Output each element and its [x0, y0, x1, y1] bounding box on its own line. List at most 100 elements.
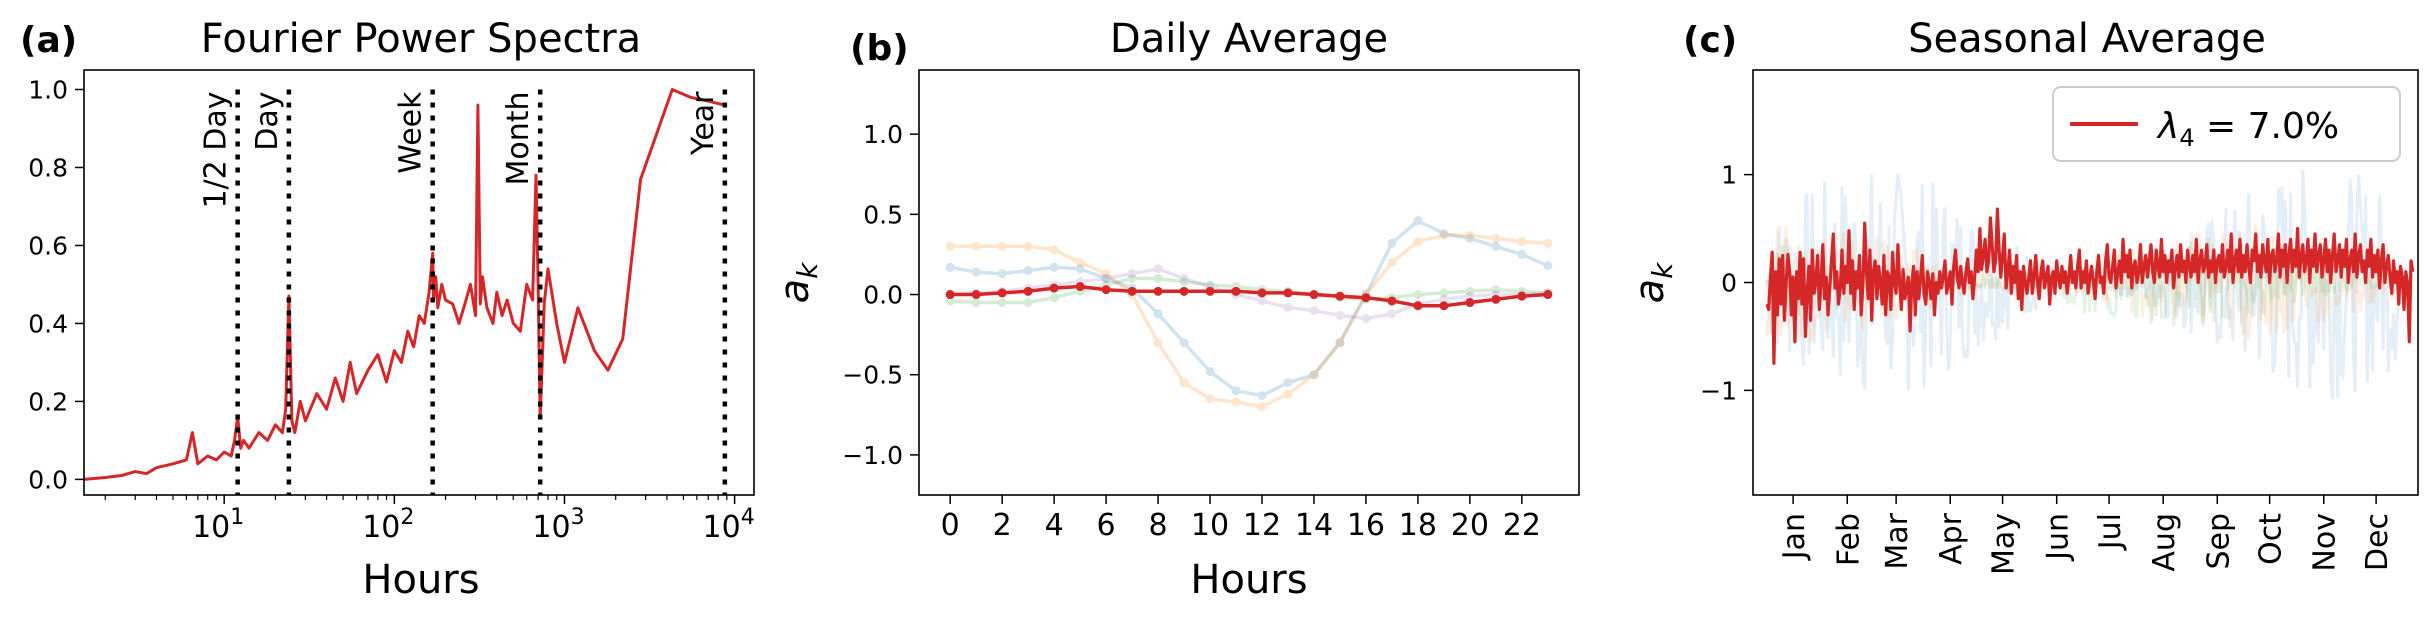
series-point: [1075, 264, 1085, 274]
series-point: [945, 296, 955, 306]
series-point: [1465, 230, 1475, 240]
series-point: [1179, 273, 1189, 283]
series-point: [1309, 370, 1319, 380]
series-point: [1153, 286, 1163, 296]
series-point: [1075, 282, 1085, 292]
series-point: [1413, 301, 1423, 311]
series-point: [1205, 286, 1215, 296]
series-point: [1049, 245, 1059, 255]
series-point: [1491, 233, 1501, 243]
x-tick-label: Aug: [2147, 513, 2182, 572]
series-point: [1283, 389, 1293, 399]
series-point: [1439, 288, 1449, 298]
panel-b-xlabel: Hours: [1190, 557, 1307, 603]
x-tick-label: 22: [1503, 508, 1541, 543]
panel-a-label: (a): [20, 20, 77, 61]
series-point: [1179, 277, 1189, 287]
x-tick-label: 2: [993, 508, 1012, 543]
x-tick-label: Jul: [2093, 513, 2128, 551]
series-point: [1153, 273, 1163, 283]
panel-a: (a) Fourier Power Spectra 101 102 103 104 0.…: [20, 16, 755, 603]
x-tick-label: Dec: [2360, 513, 2395, 571]
y-tick-label: −0.5: [842, 361, 903, 390]
series-point: [1387, 296, 1397, 306]
series-point: [1153, 309, 1163, 319]
vline-label: Day: [250, 91, 285, 150]
series-point: [1335, 310, 1345, 320]
series-point: [1361, 314, 1371, 324]
y-tick-label: 0.0: [28, 465, 68, 494]
x-tick-label: Mar: [1880, 512, 1915, 569]
x-tick-label: 14: [1295, 508, 1333, 543]
series-point: [1543, 290, 1553, 300]
x-tick-label: 8: [1149, 508, 1168, 543]
vline-label: 1/2 Day: [199, 91, 234, 208]
x-tick-label: Nov: [2308, 513, 2343, 572]
series-point: [1335, 338, 1345, 348]
legend-box: [2052, 86, 2401, 162]
series-point: [1465, 298, 1475, 308]
x-tick-label: 0: [941, 508, 960, 543]
series-point: [1153, 338, 1163, 348]
series-point: [945, 290, 955, 300]
y-tick-label: 1: [1721, 161, 1737, 190]
series-point: [1283, 302, 1293, 312]
panel-b-title: Daily Average: [1110, 16, 1388, 62]
series-line: [950, 267, 1548, 321]
series-point: [1283, 378, 1293, 388]
series-point: [1179, 338, 1189, 348]
series-point: [971, 267, 981, 277]
series-point: [1387, 257, 1397, 267]
y-tick-label: 0: [1721, 269, 1737, 298]
vline-label: Month: [501, 91, 536, 185]
x-tick-label: 18: [1399, 508, 1437, 543]
series-point: [1023, 298, 1033, 308]
series-point: [1439, 301, 1449, 311]
series-point: [1049, 283, 1059, 293]
panel-a-frame: [83, 69, 755, 496]
x-tick-label: Jan: [1777, 513, 1812, 561]
y-tick-label: 1.0: [863, 120, 903, 149]
series-point: [1179, 286, 1189, 296]
legend-label: λ4 = 7.0%: [2156, 106, 2339, 152]
series-point: [997, 288, 1007, 298]
series-point: [945, 241, 955, 251]
panel-c-title: Seasonal Average: [1908, 16, 2266, 62]
panel-c-marks: Jan Feb Mar Apr May Jun Jul Aug Sep Oct Nov Dec −1 0 1: [1700, 161, 2415, 575]
x-tick-label: 20: [1451, 508, 1489, 543]
y-tick-label: −1.0: [842, 441, 903, 470]
y-tick-label: −1: [1700, 376, 1737, 405]
series-point: [1127, 273, 1137, 283]
series-point: [1257, 391, 1267, 401]
series-point: [1465, 286, 1475, 296]
series-point: [971, 241, 981, 251]
panel-c-legend: λ4 = 7.0%: [2052, 86, 2401, 162]
series-point: [1231, 386, 1241, 396]
series-point: [1179, 378, 1189, 388]
series-point: [1205, 367, 1215, 377]
series-point: [1283, 288, 1293, 298]
series-point: [1491, 285, 1501, 295]
y-tick-label: 1.0: [28, 75, 68, 104]
vline-label: Week: [394, 91, 429, 174]
series-point: [1049, 262, 1059, 272]
series-point: [1413, 290, 1423, 300]
series-point: [1153, 264, 1163, 274]
x-tick-label: 10: [1191, 508, 1229, 543]
series-point: [1335, 291, 1345, 301]
y-tick-label: 0.2: [28, 387, 68, 416]
series-point: [1517, 291, 1527, 301]
series-point: [1205, 280, 1215, 290]
series-point: [997, 241, 1007, 251]
series-point: [1257, 288, 1267, 298]
panel-a-marks: 101 102 103 104 0.0 0.2 0.4 0.6 0.8 1.0 1/2 Day Day…: [28, 75, 754, 545]
series-point: [1257, 296, 1267, 306]
series-point: [1023, 265, 1033, 275]
series-point: [1205, 394, 1215, 404]
series-point: [1231, 286, 1241, 296]
series-point: [1491, 241, 1501, 251]
y-tick-label: 0.0: [863, 281, 903, 310]
panel-c: (c) Seasonal Average Jan Feb Mar Apr May Jun J…: [1627, 16, 2419, 575]
x-tick-label: Oct: [2254, 513, 2289, 565]
